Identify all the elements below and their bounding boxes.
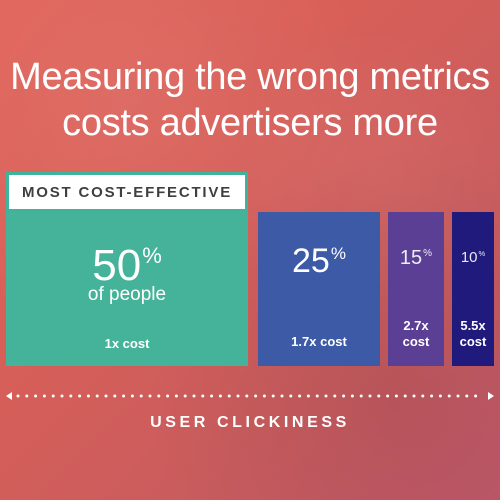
bar-25-percent: 25% 1.7x cost	[258, 212, 380, 366]
bar-value-label: 10%	[460, 249, 486, 266]
bar-value-label: 15%	[399, 247, 433, 269]
bar-10-percent: 10% 5.5x cost	[452, 212, 494, 366]
axis-label: USER CLICKINESS	[150, 414, 350, 431]
bar-cost-label: 5.5x cost	[459, 318, 487, 349]
bar-15-percent: 15% 2.7x cost	[388, 212, 444, 366]
bar-value-label: 50%	[92, 241, 162, 290]
bar-cost-label: 1x cost	[104, 336, 150, 351]
bar-cost-label: 1.7x cost	[291, 334, 347, 349]
bar-sublabel: of people	[87, 284, 167, 305]
axis-left-arrowhead	[6, 392, 12, 400]
clickiness-axis-arrow	[6, 392, 494, 400]
axis-right-arrowhead	[488, 392, 494, 400]
bar-cost-label: 2.7x cost	[402, 318, 430, 349]
most-cost-effective-badge: MOST COST-EFFECTIVE	[6, 172, 248, 212]
page-title: Measuring the wrong metrics costs advert…	[0, 54, 500, 146]
bar-50-percent: 50% of people 1x cost	[6, 206, 248, 366]
title-line-2: costs advertisers more	[62, 102, 438, 144]
title-line-1: Measuring the wrong metrics	[10, 56, 490, 98]
bar-value-label: 25%	[292, 242, 346, 280]
